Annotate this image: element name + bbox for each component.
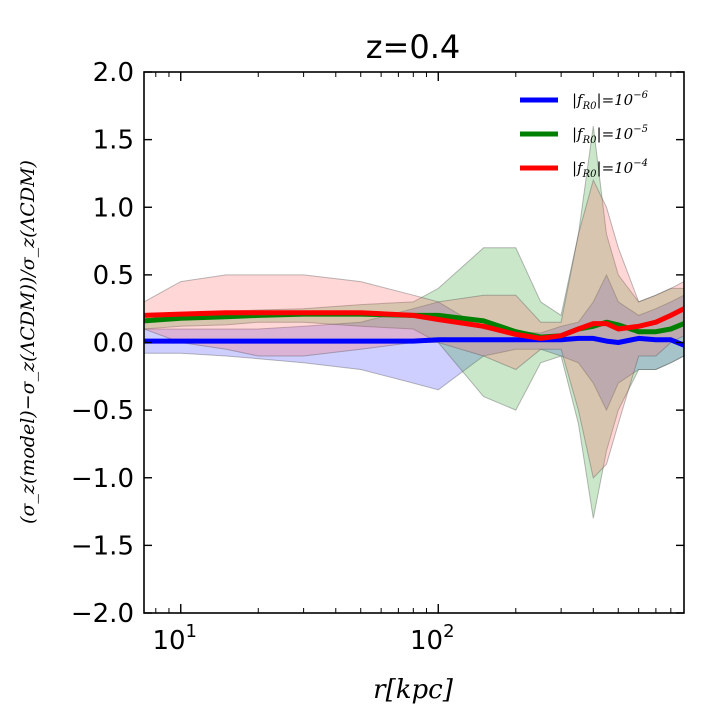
band-series-3 — [144, 178, 684, 479]
x-axis-ticks: 101 102 — [152, 72, 672, 656]
y-tick-label: −0.5 — [71, 396, 134, 426]
y-axis-ticks: −2.0 −1.5 −1.0 −0.5 0.0 0.5 1.0 1.5 2.0 — [71, 58, 684, 629]
series-lines — [144, 306, 684, 348]
y-tick-label: −2.0 — [71, 599, 134, 629]
x-axis-label: r[kpc] — [373, 675, 454, 705]
x-tick-label: 102 — [410, 621, 455, 656]
chart-title: z=0.4 — [366, 28, 461, 66]
legend-label-2: |fR0|=10−5 — [572, 124, 648, 146]
y-axis-label: (σ_z(model)−σ_z(ΛCDM))/σ_z(ΛCDM) — [17, 160, 39, 524]
y-tick-label: 1.0 — [93, 193, 134, 223]
legend: |fR0|=10−6 |fR0|=10−5 |fR0|=10−4 — [520, 90, 649, 180]
y-tick-label: −1.0 — [71, 464, 134, 494]
y-tick-label: 2.0 — [93, 58, 134, 88]
line-series-1 — [144, 335, 684, 348]
x-tick-label: 101 — [152, 621, 197, 656]
y-tick-label: −1.5 — [71, 531, 134, 561]
line-series-3 — [144, 306, 684, 341]
y-tick-label: 0.0 — [93, 329, 134, 359]
y-tick-label: 0.5 — [93, 261, 134, 291]
legend-label-3: |fR0|=10−4 — [572, 158, 648, 180]
y-tick-label: 1.5 — [93, 126, 134, 156]
legend-label-1: |fR0|=10−6 — [572, 90, 649, 112]
band-series-2 — [144, 126, 684, 519]
